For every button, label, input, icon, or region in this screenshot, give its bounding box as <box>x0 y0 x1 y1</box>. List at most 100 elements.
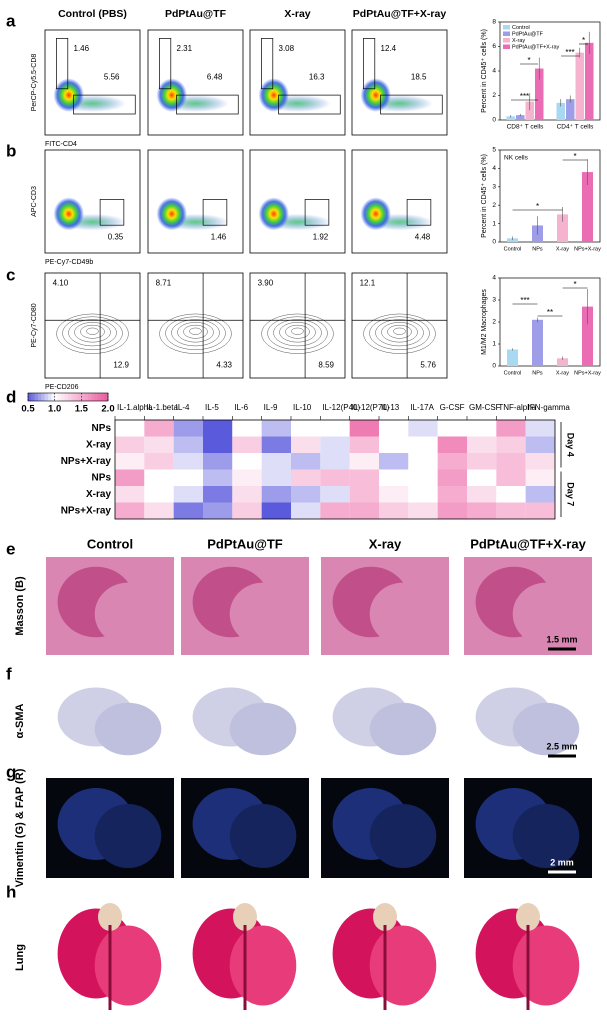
contour <box>375 319 424 347</box>
legend-swatch <box>503 31 510 36</box>
tissue <box>512 582 580 646</box>
heatmap-cell <box>173 436 203 453</box>
heatmap-cell <box>379 420 409 437</box>
colorbar-step <box>44 393 49 401</box>
legend-label: PdPtAu@TF+X-ray <box>512 44 560 50</box>
heatmap-cell <box>232 436 262 453</box>
plot-frame <box>499 149 601 243</box>
column-label: IL-10 <box>293 403 312 412</box>
group-label: Day 4 <box>566 433 576 457</box>
colorbar-step <box>81 393 86 401</box>
tissue <box>512 925 580 1006</box>
bar <box>585 42 594 121</box>
contour <box>159 313 232 354</box>
panel-label: d <box>6 387 16 406</box>
heatmap-cell <box>437 420 467 437</box>
column-label: IL-5 <box>205 403 219 412</box>
tissue <box>512 702 580 756</box>
heatmap-cell <box>379 453 409 470</box>
heatmap-cell <box>467 486 497 503</box>
gate-value: 12.4 <box>381 44 397 53</box>
heatmap-cell <box>203 420 233 437</box>
column-title: PdPtAu@TF <box>165 8 227 20</box>
row-label: NPs+X-ray <box>61 505 112 516</box>
gate <box>159 38 172 90</box>
y-tick-label: 2 <box>492 202 496 209</box>
heatmap-cell <box>437 453 467 470</box>
x-axis-label: PE-CD206 <box>45 384 79 391</box>
x-tick-label: CD4⁺ T cells <box>557 124 595 131</box>
gate <box>363 38 376 90</box>
significance-label: *** <box>565 48 574 57</box>
heatmap-cell <box>496 486 526 503</box>
y-axis-label: Percent in CD45⁺ cells (%) <box>481 154 488 238</box>
x-tick-label: X-ray <box>556 246 569 252</box>
significance-label: ** <box>547 308 553 317</box>
x-axis-label: FITC-CD4 <box>45 141 77 148</box>
bar <box>516 115 525 120</box>
colorbar-step <box>68 393 72 401</box>
y-tick-label: 2 <box>492 319 496 326</box>
panel-label: a <box>6 11 16 30</box>
heatmap-cell <box>232 453 262 470</box>
row-label: Lung <box>14 944 26 971</box>
heatmap-cell <box>320 420 350 437</box>
gate-value: 1.92 <box>313 233 329 242</box>
heatmap-frame <box>114 419 556 520</box>
bar <box>507 349 518 366</box>
colorbar-step <box>38 393 42 401</box>
gate <box>73 94 136 115</box>
heatmap-cell <box>408 420 438 437</box>
y-axis-label: PE-Cy7-CD80 <box>31 303 38 347</box>
contour <box>267 316 328 350</box>
y-tick-label: 0 <box>492 363 496 370</box>
significance-label: *** <box>520 296 529 305</box>
heatmap-cell <box>115 453 145 470</box>
plot-frame <box>44 272 141 379</box>
x-tick-label: NPs+X-ray <box>574 246 601 252</box>
tissue <box>94 702 162 756</box>
chart-title: NK cells <box>504 155 529 162</box>
colorbar-label: 1.0 <box>48 404 61 415</box>
colorbar-step <box>51 393 56 401</box>
bar <box>582 306 593 366</box>
heatmap-cell <box>291 453 321 470</box>
y-tick-label: 5 <box>492 147 496 154</box>
dot-cloud <box>156 197 187 231</box>
trachea <box>233 903 257 931</box>
gate-value: 8.59 <box>318 361 334 370</box>
colorbar-step <box>48 393 52 401</box>
row-label: NPs+X-ray <box>61 456 112 467</box>
gate <box>176 94 239 115</box>
trachea <box>373 903 397 931</box>
legend-swatch <box>503 38 510 43</box>
x-tick-label: X-ray <box>556 370 569 376</box>
contour <box>393 327 406 335</box>
dot-cloud <box>360 78 391 112</box>
tissue <box>229 925 297 1006</box>
bar <box>535 68 544 120</box>
gate-value: 4.10 <box>53 279 69 288</box>
heatmap-cell <box>379 436 409 453</box>
heatmap-cell <box>232 469 262 486</box>
dot-cloud <box>53 78 84 112</box>
gate-value: 2.31 <box>177 44 193 53</box>
contour <box>80 324 105 339</box>
y-tick-label: 2 <box>492 92 496 99</box>
dot-cloud <box>258 197 289 231</box>
heatmap-cell <box>261 486 291 503</box>
colorbar-step <box>101 393 106 401</box>
heatmap-cell <box>115 469 145 486</box>
column-label: G-CSF <box>440 403 465 412</box>
heatmap-cell <box>144 469 174 486</box>
column-label: IL-6 <box>234 403 248 412</box>
gate <box>380 94 443 115</box>
gate <box>406 199 432 226</box>
column-label: IL-1.beta <box>146 403 178 412</box>
heatmap-cell <box>291 436 321 453</box>
gate-value: 12.1 <box>360 279 376 288</box>
gate <box>278 94 341 115</box>
significance-label: * <box>582 36 585 45</box>
colorbar-step <box>34 393 39 401</box>
column-title: PdPtAu@TF <box>207 536 283 551</box>
